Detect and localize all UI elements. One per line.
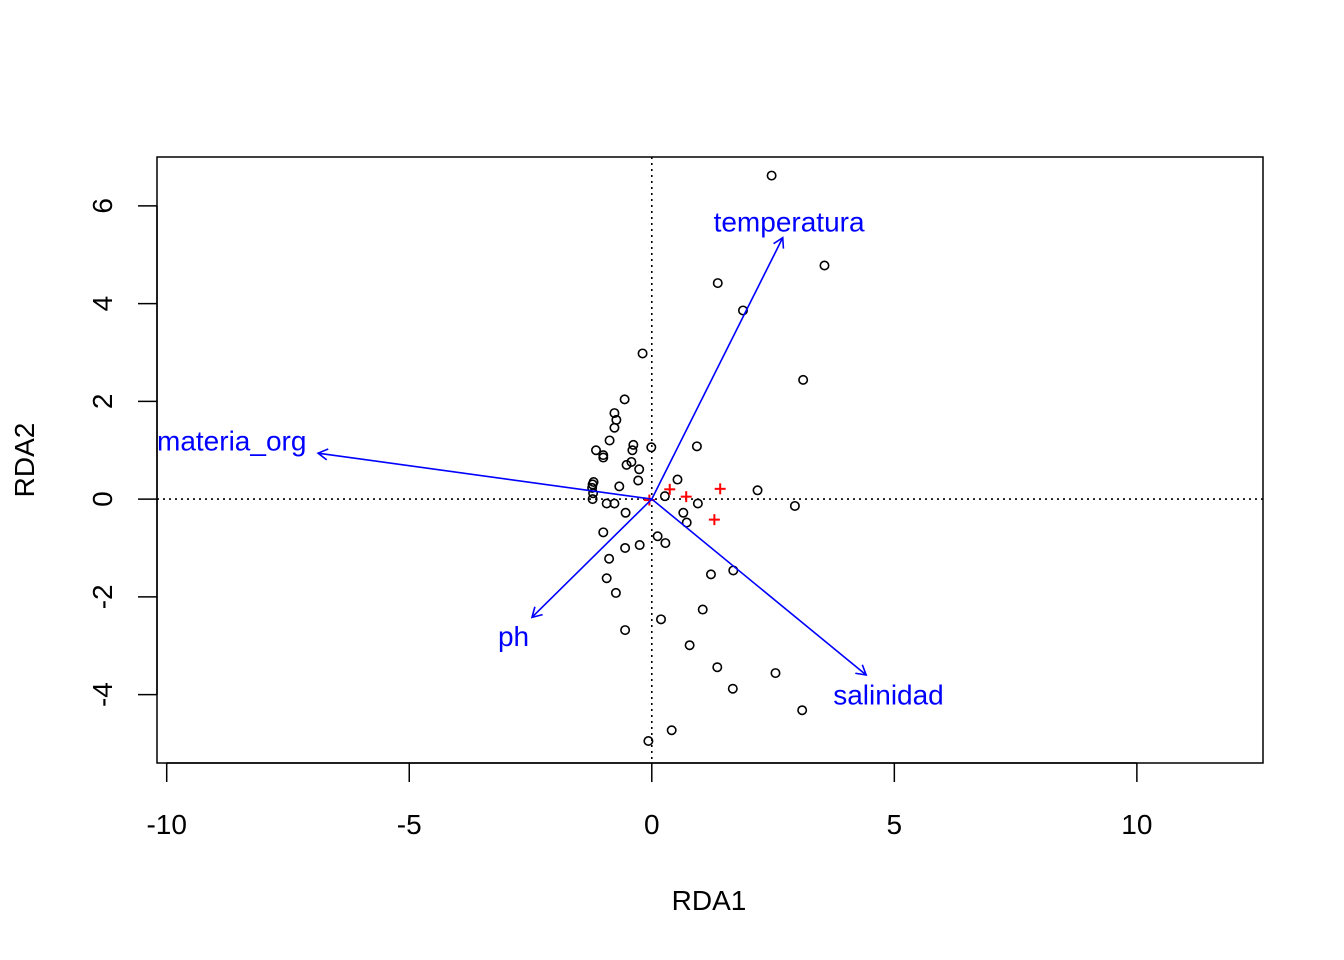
site-point [627,445,638,456]
vector-arrowhead [316,448,329,461]
vector-ph: ph [498,498,653,652]
site-point [591,445,602,456]
site-point [610,587,621,598]
vector-arrow-line [531,498,653,618]
site-point [712,278,723,289]
site-point [620,625,631,636]
site-point [819,260,830,271]
site-point [712,662,723,673]
y-tick-label: -2 [87,584,118,609]
site-point [798,374,809,385]
x-tick-label: 10 [1121,809,1152,840]
site-point [626,456,637,467]
x-axis: -10 -5 0 5 10 [146,762,1152,840]
site-point [727,683,738,694]
site-point [652,531,663,542]
site-point [619,394,630,405]
y-tick-label: 0 [87,491,118,507]
vector-label: ph [498,621,529,652]
site-point [684,640,695,651]
x-tick-label: 5 [887,809,903,840]
site-point [737,305,748,316]
site-point [609,498,620,509]
site-point [601,573,612,584]
centroid-marker [714,483,726,495]
reference-lines [157,157,1263,763]
site-point [609,408,620,419]
site-point [634,464,645,475]
site-point [634,540,645,551]
site-point [705,569,716,580]
vector-label: temperatura [714,207,865,238]
vector-label: salinidad [833,680,944,711]
y-tick-label: 6 [87,198,118,214]
site-point [666,725,677,736]
vector-label: materia_org [157,425,306,456]
x-axis-label: RDA1 [672,885,747,916]
site-point [660,538,671,549]
centroid-marker [680,491,692,503]
site-point [637,348,648,359]
site-point [752,485,763,496]
vector-arrowhead [530,606,543,619]
x-tick-label: -10 [146,809,186,840]
site-point [598,452,609,463]
vector-arrow-line [651,498,867,676]
site-point [770,668,781,679]
y-axis: -4 -2 0 2 4 6 [87,198,158,707]
site-point [604,553,615,564]
vector-temperatura: temperatura [651,207,865,500]
vector-arrow-line [317,452,652,500]
vector-arrowhead [773,236,785,249]
site-point [678,507,689,518]
site-point [604,435,615,446]
site-point [628,439,639,450]
centroid-marker [664,483,676,495]
site-point [691,441,702,452]
x-tick-label: -5 [397,809,422,840]
site-points [587,170,830,747]
site-point [609,422,620,433]
site-point [621,459,632,470]
site-point [656,614,667,625]
site-point [587,494,598,505]
site-point [797,705,808,716]
vector-arrowhead [855,664,868,677]
site-point [692,498,703,509]
site-point [633,475,644,486]
site-point [598,527,609,538]
site-point [643,736,654,747]
y-axis-label: RDA2 [9,423,40,498]
vector-salinidad: salinidad [651,498,944,711]
site-point [789,500,800,511]
site-point [588,488,599,499]
site-point [766,170,777,181]
y-tick-label: 4 [87,296,118,312]
vector-materia-org: materia_org [157,425,652,500]
y-tick-label: 2 [87,394,118,410]
site-point [587,482,598,493]
site-point [620,507,631,518]
vector-arrow-line [651,237,784,500]
site-point [646,442,657,453]
site-point [614,481,625,492]
site-point [620,542,631,553]
y-tick-label: -4 [87,682,118,707]
site-point [697,604,708,615]
x-tick-label: 0 [644,809,660,840]
centroid-marker [708,514,720,526]
site-point [672,474,683,485]
site-point [659,491,670,502]
